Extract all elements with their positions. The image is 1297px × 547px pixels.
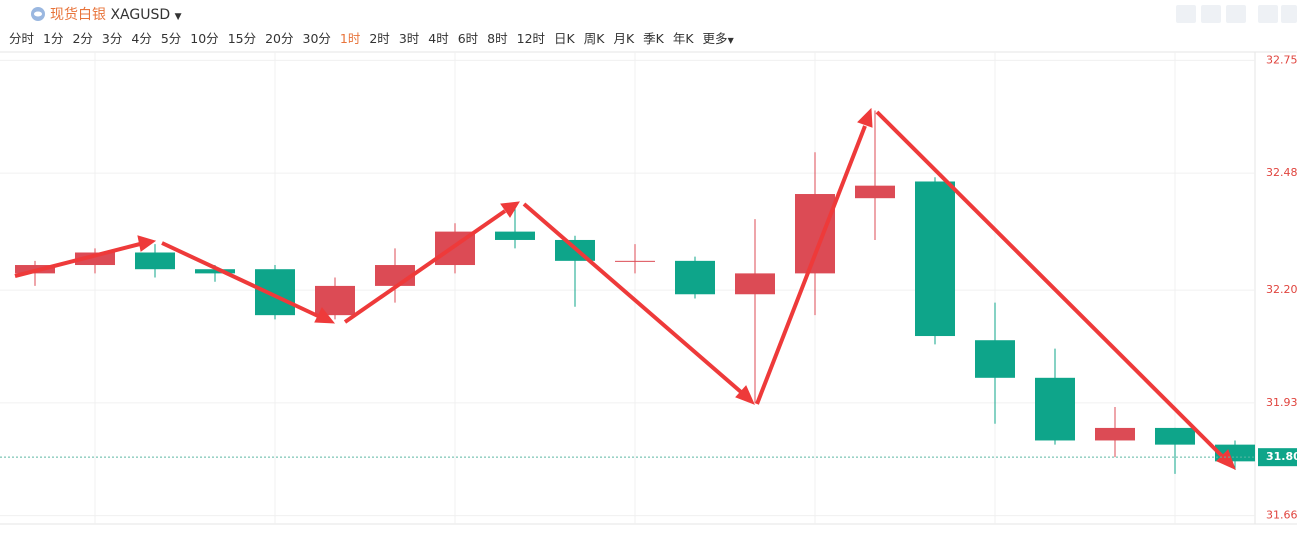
interval-button[interactable]: 分时 (9, 31, 35, 46)
interval-button[interactable]: 周K (583, 31, 605, 46)
interval-button[interactable]: 1时 (339, 31, 361, 46)
close-button[interactable] (1281, 5, 1297, 23)
interval-button[interactable]: 8时 (487, 31, 508, 46)
symbol-icon (31, 7, 45, 21)
dropdown-caret: ▼ (174, 12, 182, 22)
candle-body (495, 231, 535, 240)
interval-button[interactable]: 10分 (190, 31, 219, 46)
candle-body (135, 252, 175, 270)
interval-button[interactable]: 3分 (101, 31, 123, 46)
last-price-box (1258, 448, 1297, 467)
y-tick-label: 32.75 (1266, 53, 1297, 66)
interval-button[interactable]: 30分 (302, 31, 331, 46)
candle-body (1035, 377, 1075, 441)
trend-arrows (14, 107, 1236, 470)
tool-button[interactable] (1226, 5, 1246, 23)
arrow-head (314, 307, 336, 324)
interval-button[interactable]: 2时 (369, 31, 390, 46)
symbol-title[interactable]: 现货白银 XAGUSD ▼ (50, 4, 182, 24)
arrow (522, 202, 743, 394)
arrow (875, 110, 1224, 458)
symbol-code: XAGUSD (110, 7, 171, 23)
dropdown-caret: ▼ (727, 36, 734, 45)
interval-button[interactable]: 12时 (516, 31, 546, 46)
interval-bar: 分时 1分 2分 3分 4分 5分 10分 15分 20分 30分 1时 2时 3时 4时 6时 8时 12时日… (9, 28, 743, 47)
interval-button[interactable]: 年K (672, 31, 694, 46)
toolbar: 现货白银 XAGUSD ▼ 分时 1分 2分 3分 4分 5分 10分 15分 20分 30分 1时… (0, 0, 1297, 52)
candle-body (75, 252, 115, 266)
arrow (343, 209, 507, 324)
candle-body (795, 194, 835, 274)
arrow-head (137, 235, 157, 252)
interval-button[interactable]: 4时 (428, 31, 449, 46)
interval-button[interactable]: 2分 (72, 31, 93, 46)
candle-body (915, 181, 955, 337)
arrow-head (857, 107, 873, 128)
arrow-head (1216, 449, 1236, 470)
interval-button[interactable]: 日K (554, 31, 575, 46)
tool-button[interactable] (1176, 5, 1196, 23)
candle-body (255, 269, 295, 316)
candle-body (615, 260, 655, 262)
arrow-head (735, 385, 755, 405)
more-button[interactable]: 更多 (702, 31, 728, 46)
candle-body (735, 273, 775, 295)
candle-body (975, 340, 1015, 378)
arrow (161, 241, 319, 318)
candle-body (195, 269, 235, 274)
interval-button[interactable]: 15分 (227, 31, 257, 46)
last-price-label: 31.80 (1266, 450, 1297, 463)
interval-button[interactable]: 6时 (457, 31, 479, 46)
symbol-name: 现货白银 (50, 7, 106, 23)
arrow-head (500, 201, 520, 218)
tool-button[interactable] (1258, 5, 1278, 23)
interval-button[interactable]: 3时 (398, 31, 420, 46)
interval-button[interactable]: 月K (613, 31, 635, 46)
candle-body (855, 185, 895, 199)
candle-body (1155, 427, 1195, 445)
interval-button[interactable]: 4分 (131, 31, 152, 46)
candle-body (1095, 427, 1135, 441)
arrow (755, 125, 867, 405)
y-tick-label: 32.48 (1266, 166, 1297, 179)
y-tick-label: 32.20 (1266, 283, 1297, 296)
interval-button[interactable]: 1分 (43, 31, 64, 46)
tool-button[interactable] (1201, 5, 1221, 23)
arrow (14, 242, 141, 278)
candle-body (675, 260, 715, 295)
interval-button[interactable]: 季K (643, 31, 664, 46)
y-tick-label: 31.66 (1266, 509, 1297, 522)
interval-button[interactable]: 5分 (160, 31, 182, 46)
y-tick-label: 31.93 (1266, 396, 1297, 409)
interval-button[interactable]: 20分 (265, 31, 294, 46)
